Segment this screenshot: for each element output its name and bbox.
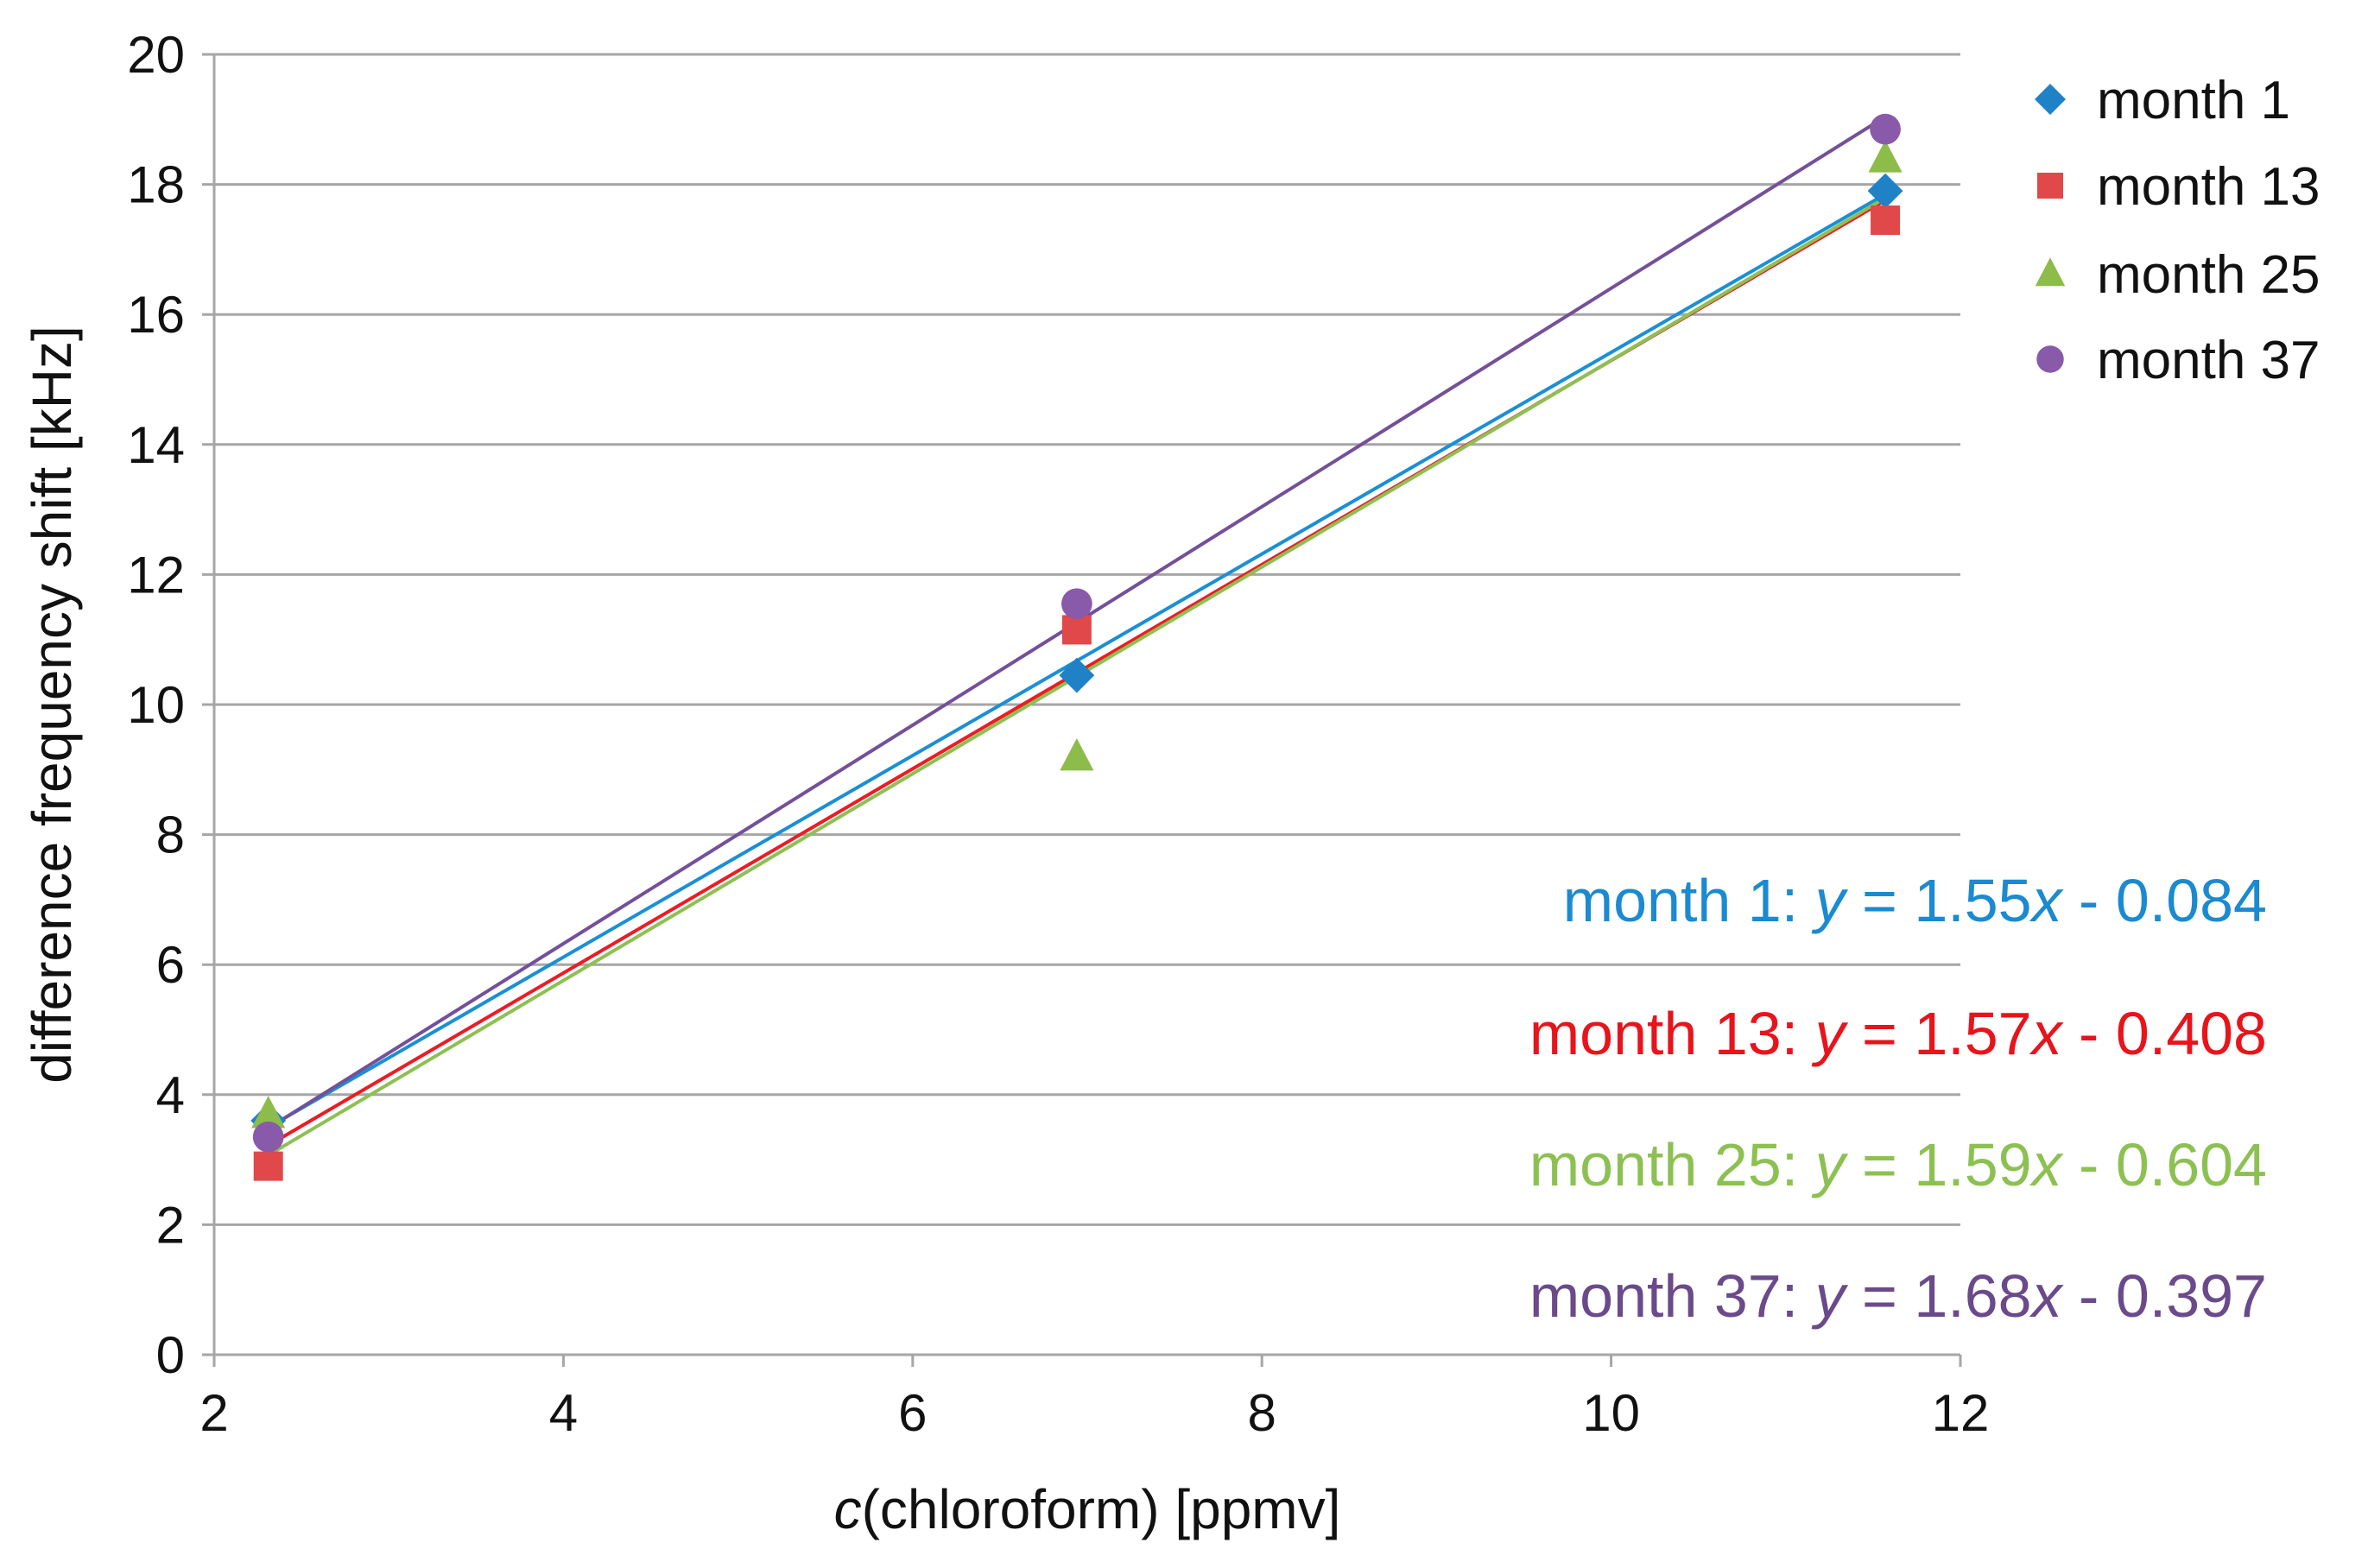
legend: month 1 month 13 month 25 month 37 — [2035, 71, 2321, 390]
y-tick-label: 6 — [156, 936, 185, 994]
legend-label: month 13 — [2097, 157, 2321, 217]
y-tick-label: 8 — [156, 806, 185, 864]
x-tick-label: 12 — [1932, 1384, 1990, 1442]
y-axis-label: difference frequency shift [kHz] — [21, 326, 83, 1083]
y-tick-label: 4 — [156, 1066, 185, 1124]
fit-equation: month 25: y = 1.59x - 0.604 — [1529, 1131, 2267, 1198]
equation-label: month 1: — [1563, 867, 1815, 934]
equation-x: x — [2029, 867, 2065, 934]
equation-y: y — [1812, 1131, 1849, 1198]
x-tick-label: 8 — [1248, 1384, 1276, 1442]
x-axis-label: c(chloroform) [ppmv] — [834, 1478, 1341, 1540]
diamond-icon — [2035, 84, 2066, 115]
legend-label: month 37 — [2097, 331, 2321, 390]
y-tick-label: 16 — [127, 286, 185, 344]
y-tick-label: 14 — [127, 416, 185, 474]
data-point-month-25 — [251, 1096, 286, 1129]
equation-intercept: - 0.397 — [2062, 1262, 2267, 1330]
equation-slope: = 1.59 — [1846, 1131, 2032, 1198]
fit-equation: month 1: y = 1.55x - 0.084 — [1563, 867, 2267, 934]
y-tick-label: 20 — [127, 26, 185, 84]
equation-y: y — [1812, 1262, 1849, 1330]
data-point-month-37 — [252, 1121, 284, 1153]
equation-y: y — [1812, 1000, 1849, 1067]
equation-y: y — [1812, 867, 1849, 934]
legend-label: month 1 — [2097, 71, 2290, 130]
data-point-month-25 — [1868, 140, 1903, 173]
gridlines — [202, 53, 1960, 1356]
data-point-month-37 — [1061, 588, 1092, 620]
circle-icon — [2036, 345, 2064, 373]
data-point-month-13 — [253, 1151, 283, 1181]
y-tick-label: 10 — [127, 676, 185, 734]
equation-label: month 13: — [1529, 1000, 1815, 1067]
fit-equation: month 37: y = 1.68x - 0.397 — [1529, 1262, 2267, 1330]
y-tick-label: 18 — [127, 156, 185, 214]
data-point-month-1 — [1867, 173, 1903, 209]
equation-slope: = 1.68 — [1846, 1262, 2032, 1330]
data-points — [250, 113, 1903, 1181]
equation-intercept: - 0.084 — [2062, 867, 2267, 934]
equation-slope: = 1.57 — [1846, 1000, 2032, 1067]
y-tick-label: 0 — [156, 1326, 185, 1384]
y-tick-label: 2 — [156, 1196, 185, 1254]
equation-x: x — [2029, 1262, 2065, 1330]
equation-x: x — [2029, 1000, 2065, 1067]
data-point-month-25 — [1060, 737, 1094, 771]
triangle-icon — [2035, 257, 2066, 287]
legend-label: month 25 — [2097, 245, 2321, 305]
data-point-month-1 — [1059, 657, 1095, 693]
equation-x: x — [2029, 1131, 2065, 1198]
equation-slope: = 1.55 — [1846, 867, 2032, 934]
data-point-month-13 — [1061, 615, 1092, 645]
equation-intercept: - 0.408 — [2062, 1000, 2267, 1067]
data-point-month-13 — [1871, 205, 1901, 236]
x-tick-label: 6 — [898, 1384, 927, 1442]
x-tick-label: 4 — [549, 1384, 578, 1442]
square-icon — [2037, 173, 2063, 199]
y-tick-label: 12 — [127, 546, 185, 604]
equation-label: month 25: — [1529, 1131, 1815, 1198]
fit-equation: month 13: y = 1.57x - 0.408 — [1529, 1000, 2267, 1067]
x-tick-label: 10 — [1582, 1384, 1640, 1442]
data-point-month-37 — [1870, 113, 1901, 145]
equation-intercept: - 0.604 — [2062, 1131, 2267, 1198]
x-tick-label: 2 — [199, 1384, 228, 1442]
equation-label: month 37: — [1529, 1262, 1815, 1330]
